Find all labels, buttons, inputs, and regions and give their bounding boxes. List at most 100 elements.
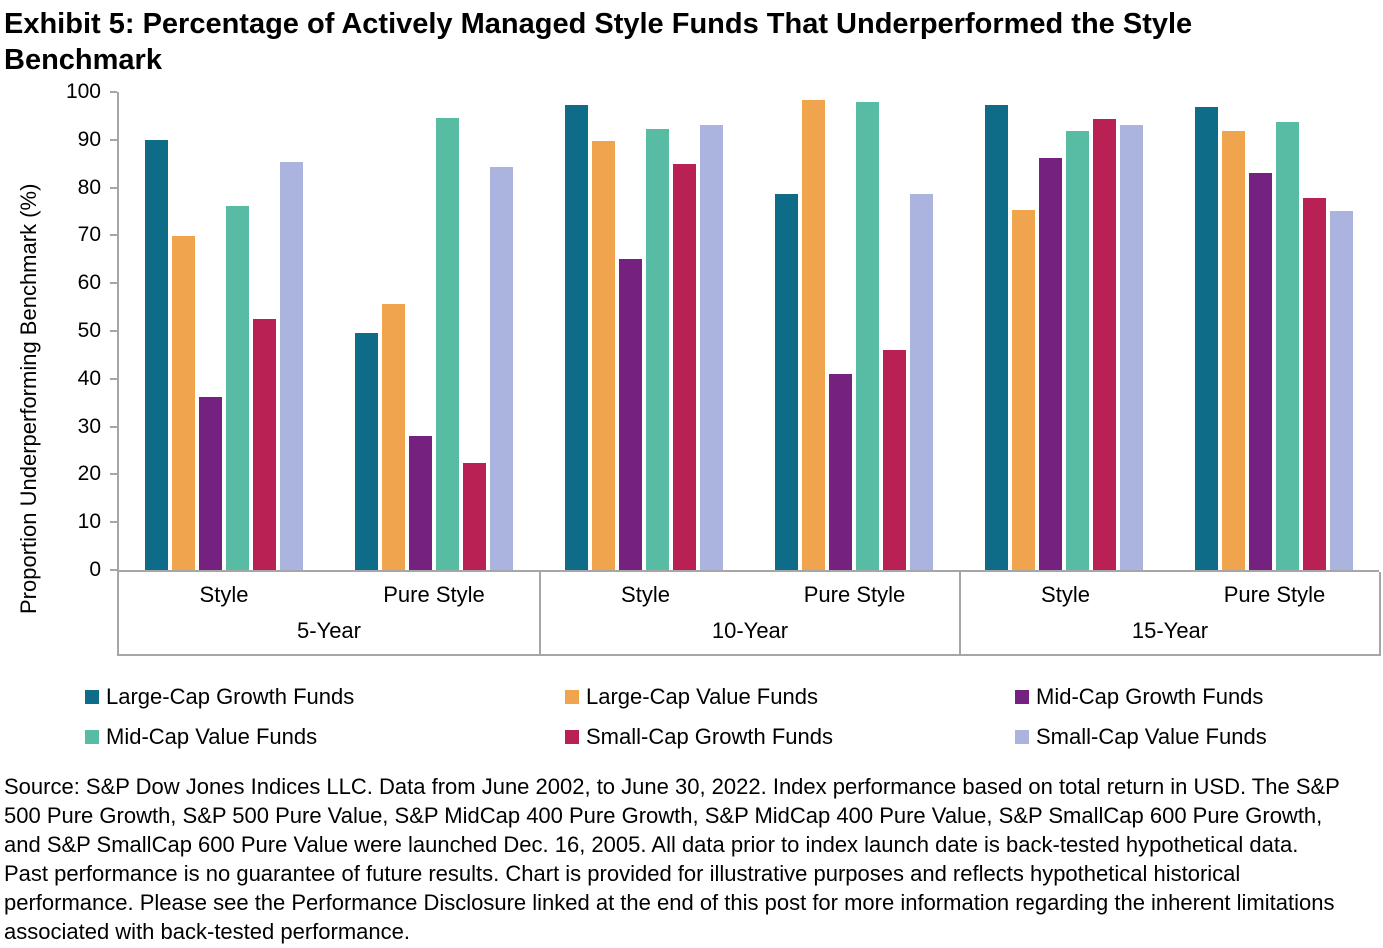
bar bbox=[802, 99, 825, 570]
bar bbox=[1093, 119, 1116, 570]
y-tick-mark bbox=[110, 138, 117, 141]
legend-item: Large-Cap Value Funds bbox=[565, 684, 1015, 710]
legend-label: Mid-Cap Growth Funds bbox=[1036, 684, 1264, 709]
bar-group-15-year-pure-style bbox=[1169, 92, 1379, 570]
bar bbox=[436, 117, 459, 570]
bar bbox=[355, 332, 378, 570]
legend-swatch-icon bbox=[565, 730, 579, 744]
category-label: Pure Style bbox=[383, 582, 485, 607]
bar bbox=[490, 166, 513, 570]
bar bbox=[646, 128, 669, 570]
source-text: Source: S&P Dow Jones Indices LLC. Data … bbox=[4, 774, 1340, 944]
bar bbox=[910, 193, 933, 570]
bar bbox=[985, 104, 1008, 570]
category-label: Style bbox=[199, 582, 249, 607]
plot-area bbox=[117, 92, 1379, 572]
period-label: 5-Year bbox=[296, 618, 361, 643]
legend-item: Large-Cap Growth Funds bbox=[85, 684, 565, 710]
y-tick-mark bbox=[110, 282, 117, 285]
bar bbox=[565, 104, 588, 570]
bar bbox=[1066, 131, 1089, 570]
bar bbox=[382, 303, 405, 570]
bar bbox=[1303, 197, 1326, 570]
category-label: Style bbox=[1041, 582, 1090, 607]
y-tick-label: 10 bbox=[77, 510, 101, 534]
y-tick-mark bbox=[110, 91, 117, 93]
bar bbox=[619, 259, 642, 570]
y-tick-mark bbox=[110, 234, 117, 237]
bar bbox=[145, 139, 168, 570]
y-tick-label: 0 bbox=[89, 558, 101, 581]
bar-group-5-year-style bbox=[119, 92, 329, 570]
bar-group-10-year-style bbox=[539, 92, 749, 570]
page-title: Exhibit 5: Percentage of Actively Manage… bbox=[4, 8, 1193, 76]
category-label: Style bbox=[621, 582, 670, 607]
y-tick-mark bbox=[110, 521, 117, 524]
legend-label: Large-Cap Value Funds bbox=[586, 684, 818, 709]
category-label: Pure Style bbox=[1223, 582, 1326, 607]
bar bbox=[1249, 173, 1272, 570]
legend-label: Small-Cap Growth Funds bbox=[586, 724, 833, 749]
y-axis-ticks: 0 10 20 30 40 50 60 70 80 90 100 bbox=[0, 81, 117, 580]
legend-label: Large-Cap Growth Funds bbox=[106, 684, 355, 709]
y-tick-mark bbox=[110, 330, 117, 332]
legend-swatch-icon bbox=[565, 690, 579, 704]
bar bbox=[700, 124, 723, 570]
bar bbox=[409, 436, 432, 570]
legend-item: Mid-Cap Growth Funds bbox=[1015, 684, 1383, 710]
bar bbox=[775, 193, 798, 570]
y-tick-label: 20 bbox=[77, 462, 101, 486]
legend-swatch-icon bbox=[85, 690, 99, 704]
bar bbox=[172, 236, 195, 570]
bar bbox=[463, 463, 486, 570]
bar bbox=[673, 163, 696, 570]
y-tick-mark bbox=[110, 377, 117, 380]
bar bbox=[280, 161, 303, 570]
y-tick-mark bbox=[110, 425, 117, 428]
bar bbox=[592, 140, 615, 570]
period-label: 10-Year bbox=[711, 618, 789, 643]
bar bbox=[829, 374, 852, 570]
legend-swatch-icon bbox=[1015, 690, 1029, 704]
legend-swatch-icon bbox=[85, 730, 99, 744]
bar bbox=[1012, 209, 1035, 570]
bar-group-5-year-pure-style bbox=[329, 92, 539, 570]
legend: Large-Cap Growth Funds Large-Cap Value Fu… bbox=[85, 684, 1383, 750]
bar-chart: Proportion Underperforming Benchmark (%)… bbox=[0, 81, 1383, 662]
legend-item: Small-Cap Growth Funds bbox=[565, 724, 1015, 750]
legend-item: Mid-Cap Value Funds bbox=[85, 724, 565, 750]
bar bbox=[1222, 130, 1245, 570]
bar-group-10-year-pure-style bbox=[749, 92, 959, 570]
category-label: Pure Style bbox=[803, 582, 906, 607]
bar bbox=[1120, 124, 1143, 570]
period-section: Style Pure Style 10-Year bbox=[539, 572, 959, 654]
bar-group-15-year-style bbox=[959, 92, 1169, 570]
period-section: Style Pure Style 15-Year bbox=[959, 572, 1379, 654]
bar bbox=[1195, 106, 1218, 570]
bar bbox=[199, 396, 222, 570]
bar bbox=[856, 102, 879, 570]
bar bbox=[1276, 121, 1299, 570]
period-section: Style Pure Style 5-Year bbox=[119, 572, 539, 654]
bar bbox=[883, 349, 906, 570]
legend-swatch-icon bbox=[1015, 730, 1029, 744]
y-tick-label: 70 bbox=[77, 223, 101, 247]
bar bbox=[226, 206, 249, 570]
legend-item: Small-Cap Value Funds bbox=[1015, 724, 1383, 750]
category-axis: Style Pure Style 5-Year Style Pure Style 10-Y… bbox=[117, 572, 1381, 656]
y-tick-label: 90 bbox=[77, 127, 101, 151]
y-tick-mark bbox=[110, 473, 117, 476]
bar bbox=[253, 319, 276, 570]
y-tick-label: 80 bbox=[77, 175, 101, 199]
y-tick-label: 100 bbox=[65, 80, 101, 103]
bar bbox=[1039, 157, 1062, 570]
bar bbox=[1330, 211, 1353, 570]
legend-label: Small-Cap Value Funds bbox=[1036, 724, 1267, 749]
period-label: 15-Year bbox=[1131, 618, 1209, 643]
y-tick-label: 30 bbox=[77, 414, 101, 438]
y-tick-mark bbox=[110, 569, 117, 571]
y-tick-label: 50 bbox=[77, 319, 101, 342]
y-tick-mark bbox=[110, 186, 117, 189]
y-tick-label: 60 bbox=[77, 271, 101, 295]
legend-label: Mid-Cap Value Funds bbox=[106, 724, 318, 749]
